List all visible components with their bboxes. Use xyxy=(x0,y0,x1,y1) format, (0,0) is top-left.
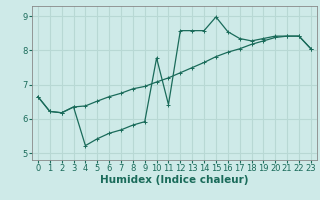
X-axis label: Humidex (Indice chaleur): Humidex (Indice chaleur) xyxy=(100,175,249,185)
